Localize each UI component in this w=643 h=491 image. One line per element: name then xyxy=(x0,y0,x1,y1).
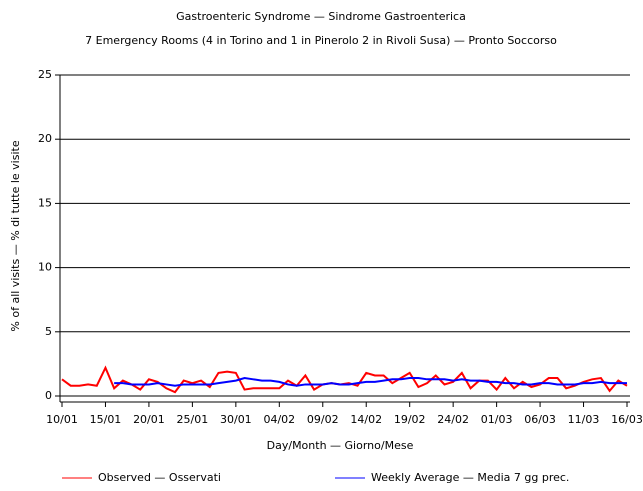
x-tick-label: 20/01 xyxy=(133,413,165,426)
chart-title: Gastroenteric Syndrome — Sindrome Gastro… xyxy=(176,10,466,23)
series-line xyxy=(114,376,627,387)
legend-label: Observed — Osservati xyxy=(98,471,221,484)
x-tick-label: 04/02 xyxy=(263,413,295,426)
y-tick-label: 0 xyxy=(45,389,52,402)
y-tick-label: 15 xyxy=(38,196,52,209)
x-tick-label: 14/02 xyxy=(350,413,382,426)
x-tick-label: 24/02 xyxy=(437,413,469,426)
series-line xyxy=(61,365,628,394)
x-tick-label: 10/01 xyxy=(46,413,78,426)
x-tick-label: 16/03 xyxy=(611,413,643,426)
x-tick-label: 09/02 xyxy=(307,413,339,426)
x-tick-label: 25/01 xyxy=(177,413,209,426)
x-tick-label: 01/03 xyxy=(481,413,513,426)
y-tick-label: 20 xyxy=(38,132,52,145)
x-tick-label: 11/03 xyxy=(568,413,600,426)
x-tick-label: 19/02 xyxy=(394,413,426,426)
x-tick-label: 06/03 xyxy=(524,413,556,426)
chart-subtitle: 7 Emergency Rooms (4 in Torino and 1 in … xyxy=(85,34,557,47)
x-tick-label: 30/01 xyxy=(220,413,252,426)
y-tick-label: 5 xyxy=(45,325,52,338)
x-tick-label: 15/01 xyxy=(90,413,122,426)
legend-label: Weekly Average — Media 7 gg prec. xyxy=(371,471,569,484)
y-tick-label: 10 xyxy=(38,261,52,274)
x-axis-label: Day/Month — Giorno/Mese xyxy=(267,439,414,452)
y-tick-label: 25 xyxy=(38,68,52,81)
y-axis-label: % of all visits — % di tutte le visite xyxy=(9,140,22,331)
